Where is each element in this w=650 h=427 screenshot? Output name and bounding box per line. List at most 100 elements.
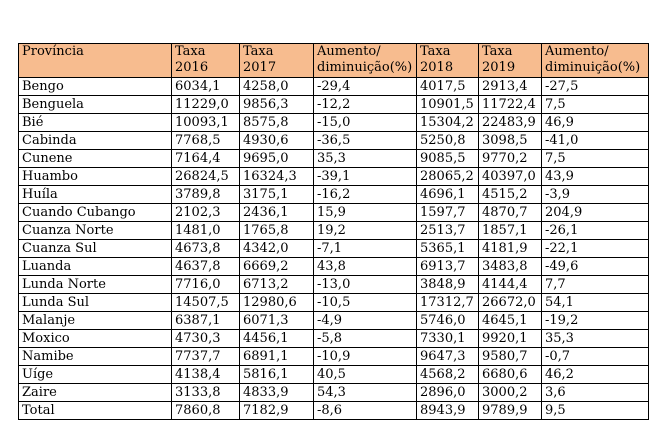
value-cell: -0,7 — [541, 347, 649, 366]
value-cell: 3098,5 — [478, 131, 542, 150]
value-cell: 7330,1 — [416, 329, 479, 348]
value-cell: 6387,1 — [171, 311, 240, 330]
province-cell: Huambo — [18, 167, 172, 186]
province-cell: Total — [18, 401, 172, 420]
table-row: Cuanza Norte 1481,0 1765,8 19,2 2513,7 1857,1… — [18, 221, 649, 240]
province-cell: Uíge — [18, 365, 172, 384]
value-cell: 28065,2 — [416, 167, 479, 186]
value-cell: 4696,1 — [416, 185, 479, 204]
table-row: Uíge 4138,4 5816,1 40,5 4568,2 6680,6 46,2 — [18, 365, 649, 384]
value-cell: -3,9 — [541, 185, 649, 204]
value-cell: 7164,4 — [171, 149, 240, 168]
province-cell: Cuanza Norte — [18, 221, 172, 240]
province-cell: Cabinda — [18, 131, 172, 150]
value-cell: 15304,2 — [416, 113, 479, 132]
value-cell: 40397,0 — [478, 167, 542, 186]
value-cell: 9856,3 — [239, 95, 314, 114]
value-cell: 9770,2 — [478, 149, 542, 168]
value-cell: 35,3 — [313, 149, 417, 168]
value-cell: 6913,7 — [416, 257, 479, 276]
value-cell: 1765,8 — [239, 221, 314, 240]
table-row: Total 7860,8 7182,9 -8,6 8943,9 9789,9 9,5 — [18, 401, 649, 420]
province-tax-table: Província Taxa 2016 Taxa 2017 Aumento/ dimi… — [18, 43, 649, 420]
value-cell: 4258,0 — [239, 77, 314, 96]
value-cell: 9789,9 — [478, 401, 542, 420]
value-cell: 1481,0 — [171, 221, 240, 240]
value-cell: -5,8 — [313, 329, 417, 348]
value-cell: 54,1 — [541, 293, 649, 312]
value-cell: -49,6 — [541, 257, 649, 276]
value-cell: 2102,3 — [171, 203, 240, 222]
value-cell: 7860,8 — [171, 401, 240, 420]
value-cell: 4515,2 — [478, 185, 542, 204]
value-cell: 12980,6 — [239, 293, 314, 312]
value-cell: 26672,0 — [478, 293, 542, 312]
province-cell: Cuanza Sul — [18, 239, 172, 258]
header-cell-5: Taxa 2019 — [478, 43, 542, 78]
value-cell: 4568,2 — [416, 365, 479, 384]
value-cell: -10,5 — [313, 293, 417, 312]
value-cell: 4017,5 — [416, 77, 479, 96]
value-cell: 11229,0 — [171, 95, 240, 114]
value-cell: -27,5 — [541, 77, 649, 96]
province-cell: Cunene — [18, 149, 172, 168]
value-cell: 11722,4 — [478, 95, 542, 114]
value-cell: 9695,0 — [239, 149, 314, 168]
value-cell: 2913,4 — [478, 77, 542, 96]
province-cell: Zaire — [18, 383, 172, 402]
value-cell: 204,9 — [541, 203, 649, 222]
value-cell: 14507,5 — [171, 293, 240, 312]
table-row: Bengo 6034,1 4258,0 -29,4 4017,5 2913,4 -27,5 — [18, 77, 649, 96]
value-cell: 4456,1 — [239, 329, 314, 348]
value-cell: -39,1 — [313, 167, 417, 186]
province-cell: Malanje — [18, 311, 172, 330]
table-row: Namibe 7737,7 6891,1 -10,9 9647,3 9580,7 -0,7 — [18, 347, 649, 366]
value-cell: 7,5 — [541, 149, 649, 168]
value-cell: 1597,7 — [416, 203, 479, 222]
value-cell: 9085,5 — [416, 149, 479, 168]
value-cell: 3000,2 — [478, 383, 542, 402]
value-cell: 4870,7 — [478, 203, 542, 222]
value-cell: 7,5 — [541, 95, 649, 114]
province-cell: Bengo — [18, 77, 172, 96]
value-cell: -7,1 — [313, 239, 417, 258]
province-cell: Benguela — [18, 95, 172, 114]
value-cell: 4181,9 — [478, 239, 542, 258]
table-row: Cabinda 7768,5 4930,6 -36,5 5250,8 3098,5 -41,… — [18, 131, 649, 150]
header-cell-0: Província — [18, 43, 172, 78]
value-cell: -13,0 — [313, 275, 417, 294]
province-cell: Bié — [18, 113, 172, 132]
value-cell: 3789,8 — [171, 185, 240, 204]
value-cell: 54,3 — [313, 383, 417, 402]
province-cell: Lunda Norte — [18, 275, 172, 294]
value-cell: 40,5 — [313, 365, 417, 384]
value-cell: 35,3 — [541, 329, 649, 348]
province-cell: Cuando Cubango — [18, 203, 172, 222]
province-cell: Lunda Sul — [18, 293, 172, 312]
value-cell: -29,4 — [313, 77, 417, 96]
value-cell: 8575,8 — [239, 113, 314, 132]
value-cell: 6713,2 — [239, 275, 314, 294]
value-cell: 6680,6 — [478, 365, 542, 384]
value-cell: 5816,1 — [239, 365, 314, 384]
value-cell: 17312,7 — [416, 293, 479, 312]
value-cell: -19,2 — [541, 311, 649, 330]
table-row: Moxico 4730,3 4456,1 -5,8 7330,1 9920,1 35,3 — [18, 329, 649, 348]
value-cell: 4144,4 — [478, 275, 542, 294]
value-cell: 9580,7 — [478, 347, 542, 366]
province-cell: Luanda — [18, 257, 172, 276]
value-cell: -16,2 — [313, 185, 417, 204]
value-cell: 3133,8 — [171, 383, 240, 402]
value-cell: 9647,3 — [416, 347, 479, 366]
table-row: Zaire 3133,8 4833,9 54,3 2896,0 3000,2 3,6 — [18, 383, 649, 402]
value-cell: 8943,9 — [416, 401, 479, 420]
province-cell: Namibe — [18, 347, 172, 366]
value-cell: -41,0 — [541, 131, 649, 150]
value-cell: -22,1 — [541, 239, 649, 258]
value-cell: 19,2 — [313, 221, 417, 240]
value-cell: -15,0 — [313, 113, 417, 132]
value-cell: 2436,1 — [239, 203, 314, 222]
table-row: Benguela 11229,0 9856,3 -12,2 10901,5 11722,4… — [18, 95, 649, 114]
table-row: Luanda 4637,8 6669,2 43,8 6913,7 3483,8 -49,6 — [18, 257, 649, 276]
